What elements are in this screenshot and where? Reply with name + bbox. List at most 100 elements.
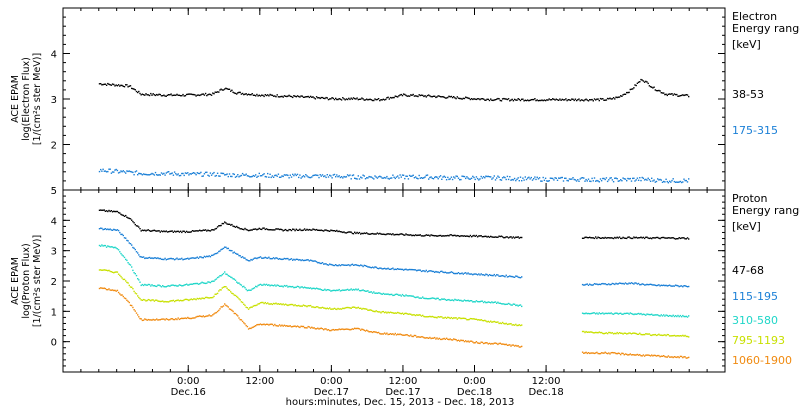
data-point <box>361 264 363 267</box>
data-point <box>534 176 536 178</box>
data-point <box>151 284 153 286</box>
data-point <box>676 284 678 287</box>
data-point <box>491 236 493 238</box>
data-point <box>389 233 392 235</box>
data-point <box>414 334 417 337</box>
data-point <box>465 96 467 98</box>
data-point <box>178 284 181 286</box>
data-point <box>439 96 442 98</box>
data-point <box>395 176 398 178</box>
data-point <box>281 229 283 231</box>
data-point <box>204 171 207 174</box>
data-point <box>470 98 473 100</box>
data-point <box>234 176 237 178</box>
data-point <box>184 231 187 234</box>
data-point <box>397 175 399 177</box>
data-point <box>298 176 300 179</box>
data-point <box>366 308 368 310</box>
data-point <box>587 312 590 315</box>
data-point <box>370 267 373 269</box>
data-point <box>470 300 473 302</box>
data-point <box>497 301 499 303</box>
data-point <box>487 235 489 238</box>
data-point <box>577 179 579 181</box>
data-point <box>379 292 381 294</box>
data-point <box>500 235 503 237</box>
data-point <box>591 98 593 101</box>
data-point <box>622 282 624 285</box>
data-point <box>510 179 512 181</box>
y-tick-label: 1 <box>51 307 57 318</box>
data-point <box>593 352 596 355</box>
data-point <box>194 298 196 300</box>
data-point <box>612 352 615 354</box>
data-point <box>129 218 132 220</box>
x-tick-label: 12:00 <box>389 376 418 387</box>
data-point <box>333 230 336 232</box>
data-point <box>274 258 276 260</box>
data-point <box>165 230 167 232</box>
data-point <box>355 98 357 100</box>
data-point <box>197 230 200 232</box>
data-point <box>505 303 507 305</box>
data-point <box>283 95 286 97</box>
data-point <box>324 328 326 330</box>
data-point <box>175 318 177 320</box>
data-point <box>227 306 229 308</box>
data-point <box>635 354 637 356</box>
data-point <box>519 176 522 178</box>
data-point <box>665 178 667 180</box>
data-point <box>567 180 569 182</box>
data-point <box>367 330 369 332</box>
data-point <box>608 312 610 314</box>
data-point <box>228 249 231 252</box>
data-point <box>469 273 472 275</box>
data-point <box>134 310 136 312</box>
data-point <box>253 228 256 230</box>
data-point <box>597 352 599 355</box>
data-point <box>265 302 268 305</box>
data-point <box>313 306 315 309</box>
data-point <box>148 230 151 232</box>
data-point <box>100 287 102 289</box>
data-point <box>654 181 656 183</box>
data-point <box>227 247 229 250</box>
data-point <box>397 311 399 314</box>
data-point <box>361 177 363 179</box>
data-point <box>443 317 445 319</box>
data-point <box>468 300 470 302</box>
data-point <box>204 296 207 299</box>
data-point <box>216 91 219 93</box>
data-point <box>630 180 633 182</box>
data-point <box>314 328 317 330</box>
data-point <box>597 98 599 100</box>
data-point <box>160 318 163 320</box>
data-point <box>629 312 631 314</box>
data-point <box>671 356 673 358</box>
data-point <box>439 316 442 318</box>
data-point <box>107 270 109 272</box>
data-point <box>510 236 512 238</box>
data-point <box>413 296 416 298</box>
data-point <box>430 297 432 300</box>
data-point <box>357 264 359 267</box>
data-point <box>448 95 450 97</box>
data-point <box>664 315 666 317</box>
data-point <box>236 295 238 298</box>
data-point <box>407 334 410 337</box>
data-point <box>261 94 263 96</box>
data-point <box>672 237 674 239</box>
data-point <box>623 237 625 239</box>
data-point <box>113 171 115 173</box>
data-point <box>678 356 680 359</box>
data-point <box>485 320 487 322</box>
data-point <box>272 257 275 259</box>
data-point <box>386 97 388 99</box>
data-point <box>183 317 185 319</box>
data-point <box>616 236 618 238</box>
data-point <box>417 95 419 98</box>
data-point <box>465 235 467 237</box>
data-point <box>154 257 157 259</box>
data-point <box>632 88 634 90</box>
data-point <box>608 283 610 285</box>
